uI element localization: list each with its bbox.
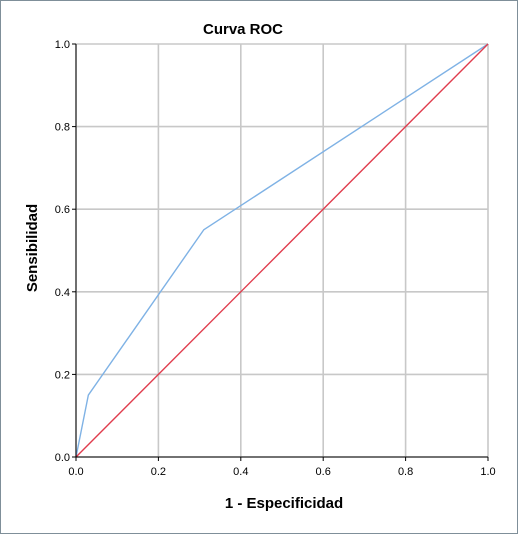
y-tick-label: 0.0 xyxy=(55,452,70,464)
y-axis-label: Sensibilidad xyxy=(24,204,41,292)
x-tick-label: 1.0 xyxy=(480,466,495,478)
y-tick-label: 0.2 xyxy=(55,369,70,381)
roc-curve-line xyxy=(75,43,489,458)
grid-layer xyxy=(75,43,489,458)
chart-title: Curva ROC xyxy=(203,21,283,38)
y-tick-label: 1.0 xyxy=(55,39,70,51)
label-layer: 0.0 0.2 0.4 0.6 0.8 1.0 0.0 0.2 0.4 0.6 0.8 1.0 xyxy=(55,39,496,478)
x-axis-label: 1 - Especificidad xyxy=(225,495,343,512)
x-tick-label: 0.8 xyxy=(398,466,413,478)
x-tick-label: 0.4 xyxy=(233,466,248,478)
x-tick-label: 0.6 xyxy=(316,466,331,478)
x-tick-label: 0.0 xyxy=(68,466,83,478)
x-tick-label: 0.2 xyxy=(151,466,166,478)
y-tick-label: 0.8 xyxy=(55,122,70,134)
axis-layer xyxy=(72,43,489,461)
series-layer xyxy=(75,43,489,458)
y-tick-label: 0.6 xyxy=(55,204,70,216)
y-tick-label: 0.4 xyxy=(55,287,70,299)
reference-diagonal-line xyxy=(75,43,489,458)
